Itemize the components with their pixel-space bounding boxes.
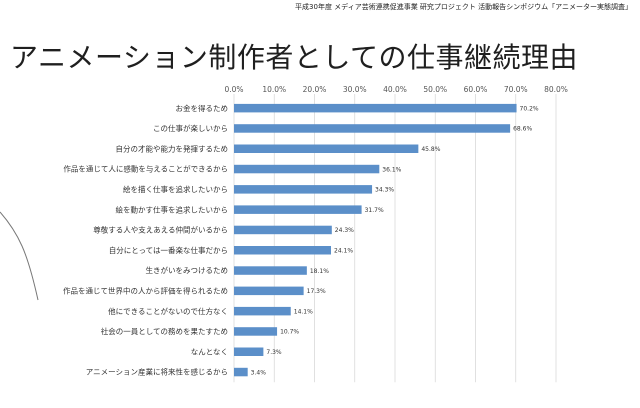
- category-label: なんとなく: [191, 347, 228, 356]
- category-label: 自分の才能や能力を発揮するため: [116, 143, 229, 153]
- bar: [234, 164, 380, 174]
- bar: [234, 103, 517, 113]
- data-label: 7.3%: [266, 349, 282, 356]
- category-label: この仕事が楽しいから: [153, 123, 228, 133]
- x-tick-label: 80.0%: [544, 85, 568, 94]
- data-label: 17.3%: [307, 288, 326, 295]
- decorative-curve: [0, 211, 39, 301]
- category-label: 作品を通じて世界中の人から評価を得られるため: [63, 285, 228, 295]
- category-label: 尊敬する人や支えあえる仲間がいるから: [93, 225, 228, 235]
- data-label: 31.7%: [365, 207, 384, 214]
- category-label: 生きがいをみつけるため: [146, 265, 229, 275]
- value-labels: 70.2% 68.6% 45.8% 36.1% 34.3% 31.7% 24.3% 24.1%…: [251, 105, 539, 376]
- bar: [234, 327, 278, 336]
- bar: [234, 367, 248, 377]
- bar: [234, 205, 362, 214]
- x-tick-label: 10.0%: [262, 85, 286, 94]
- category-label: 他にできることがないので仕方なく: [108, 306, 228, 316]
- x-tick-label: 20.0%: [303, 85, 327, 94]
- data-label: 34.3%: [375, 187, 394, 194]
- bar: [234, 246, 332, 255]
- data-label: 68.6%: [513, 126, 532, 133]
- data-label: 36.1%: [382, 166, 401, 173]
- x-tick-label: 70.0%: [504, 85, 528, 94]
- category-label: アニメーション産業に将来性を感じるから: [86, 367, 228, 377]
- bar: [234, 266, 307, 275]
- bar: [234, 124, 511, 133]
- category-label: 絵を描く仕事を追求したいから: [123, 184, 228, 194]
- bar: [234, 144, 419, 153]
- bar: [234, 185, 373, 194]
- category-label: お金を得るため: [176, 103, 229, 113]
- data-label: 14.1%: [294, 308, 313, 315]
- bars: [234, 103, 517, 377]
- data-label: 24.1%: [334, 247, 353, 254]
- category-label: 社会の一員としての務めを果たすため: [101, 326, 228, 336]
- data-label: 18.1%: [310, 268, 329, 275]
- bar: [234, 347, 264, 356]
- x-tick-label: 30.0%: [343, 85, 367, 94]
- category-label: 絵を動かす仕事を追求したいから: [116, 204, 229, 214]
- category-label: 作品を通じて人に感動を与えることができるから: [63, 164, 228, 174]
- data-label: 70.2%: [520, 105, 539, 112]
- data-label: 10.7%: [280, 329, 299, 336]
- data-label: 24.3%: [335, 227, 354, 234]
- bar: [234, 286, 304, 296]
- data-label: 3.4%: [251, 369, 267, 376]
- category-label: 自分にとっては一番楽な仕事だから: [109, 245, 228, 255]
- slide-title: アニメーション制作者としての仕事継続理由: [10, 41, 579, 74]
- header-note: 平成30年度 メディア芸術連携促進事業 研究プロジェクト 活動報告シンポジウム「…: [295, 3, 632, 11]
- x-tick-label: 60.0%: [464, 85, 488, 94]
- x-tick-label: 0.0%: [224, 85, 243, 94]
- gridlines: [233, 94, 557, 383]
- x-tick-label: 40.0%: [383, 85, 407, 94]
- data-label: 45.8%: [421, 146, 440, 153]
- bar: [234, 306, 291, 316]
- category-labels: お金を得るためこの仕事が楽しいから自分の才能や能力を発揮するため作品を通じて人に…: [63, 103, 228, 377]
- x-tick-label: 50.0%: [423, 85, 447, 94]
- bar: [234, 225, 332, 235]
- x-axis-ticks: 0.0% 10.0% 20.0% 30.0% 40.0% 50.0% 60.0% 70.0% 8…: [224, 85, 567, 94]
